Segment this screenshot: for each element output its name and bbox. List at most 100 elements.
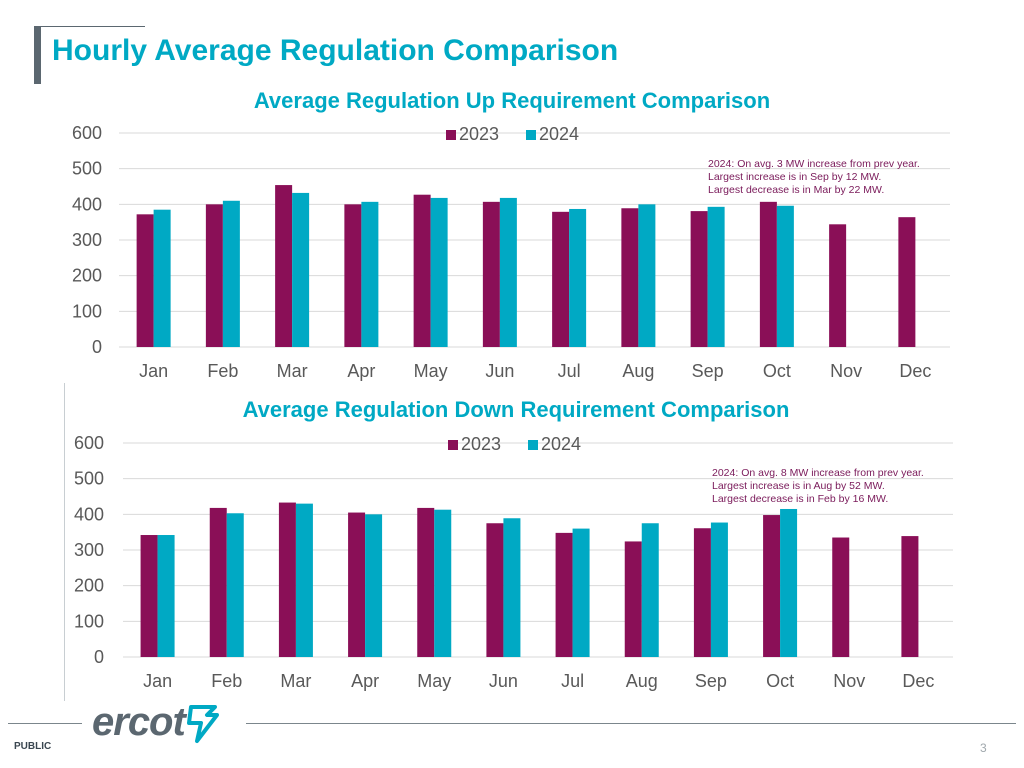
page-number: 3 (980, 741, 987, 755)
x-tick-label: Apr (351, 671, 379, 691)
annotation-line: Largest decrease is in Mar by 22 MW. (708, 184, 884, 196)
legend-label-2024: 2024 (539, 124, 579, 144)
bar-2023-jul (555, 532, 573, 657)
bar-2023-jun (482, 201, 500, 347)
bar-2023-aug (624, 541, 642, 657)
y-tick-label: 600 (72, 123, 102, 143)
bar-2024-mar (295, 503, 313, 657)
x-tick-label: Mar (280, 671, 311, 691)
bar-2023-apr (344, 204, 362, 347)
bar-2023-oct (759, 201, 777, 347)
bar-2023-apr (348, 512, 366, 657)
legend-label-2023: 2023 (461, 434, 501, 454)
x-tick-label: Mar (277, 361, 308, 381)
legend-label-2023: 2023 (459, 124, 499, 144)
annotation-line: 2024: On avg. 3 MW increase from prev ye… (708, 158, 920, 170)
x-tick-label: Nov (833, 671, 865, 691)
x-tick-label: Jul (558, 361, 581, 381)
footer-public-label: PUBLIC (14, 741, 52, 752)
bar-2024-mar (292, 192, 310, 347)
x-tick-label: Sep (695, 671, 727, 691)
y-tick-label: 0 (94, 647, 104, 667)
bar-2024-jul (569, 208, 587, 347)
x-tick-label: Dec (902, 671, 934, 691)
legend-label-2024: 2024 (541, 434, 581, 454)
legend-swatch-2024 (526, 130, 536, 140)
y-tick-label: 600 (74, 433, 104, 453)
legend-swatch-2023 (448, 440, 458, 450)
page-title: Hourly Average Regulation Comparison (52, 34, 619, 67)
y-tick-label: 100 (74, 611, 104, 631)
x-tick-label: Feb (211, 671, 242, 691)
bar-2024-jul (572, 528, 590, 657)
x-tick-label: Aug (626, 671, 658, 691)
y-tick-label: 400 (74, 504, 104, 524)
bar-2023-sep (693, 528, 711, 657)
bar-2024-jan (157, 535, 175, 657)
bar-2023-jan (136, 214, 154, 347)
bar-2024-apr (361, 201, 379, 347)
bar-2024-jun (499, 197, 517, 347)
bar-2023-dec (898, 217, 916, 347)
chart-regulation-down: Average Regulation Down Requirement Comp… (74, 397, 953, 691)
y-tick-label: 300 (74, 540, 104, 560)
bar-2023-feb (209, 507, 227, 657)
annotation-line: Largest increase is in Aug by 52 MW. (712, 480, 885, 492)
legend-swatch-2024 (528, 440, 538, 450)
bar-2024-aug (638, 204, 656, 347)
bar-2023-dec (901, 536, 919, 657)
x-tick-label: Oct (766, 671, 794, 691)
annotation-line: Largest increase is in Sep by 12 MW. (708, 171, 881, 183)
ercot-logo: ercot (92, 700, 221, 745)
bar-2023-mar (275, 185, 293, 347)
x-tick-label: Nov (830, 361, 862, 381)
bar-2024-apr (365, 514, 383, 657)
bar-2024-jan (153, 209, 171, 347)
bar-2023-jun (486, 523, 504, 657)
bar-2024-may (434, 509, 452, 657)
chart-title: Average Regulation Down Requirement Comp… (243, 397, 790, 422)
bar-2023-may (417, 507, 435, 657)
lightning-icon (186, 704, 219, 743)
x-tick-label: Feb (207, 361, 238, 381)
bar-2023-sep (690, 211, 708, 347)
x-tick-label: Apr (347, 361, 375, 381)
legend-swatch-2023 (446, 130, 456, 140)
footer-line-left (8, 723, 82, 724)
bar-2024-feb (226, 513, 244, 657)
x-tick-label: Oct (763, 361, 791, 381)
title-top-line (41, 26, 145, 27)
chart-title: Average Regulation Up Requirement Compar… (254, 88, 770, 113)
y-tick-label: 200 (72, 266, 102, 286)
bar-2024-sep (710, 522, 728, 657)
bar-2023-nov (829, 224, 847, 347)
bar-2024-feb (222, 200, 240, 347)
y-tick-label: 100 (72, 301, 102, 321)
title-accent-bar (34, 26, 41, 84)
logo-text: ercot (92, 700, 186, 744)
x-tick-label: Jun (485, 361, 514, 381)
divider-line (64, 383, 65, 701)
bar-2023-jul (552, 211, 570, 347)
bar-2024-may (430, 197, 448, 347)
bar-2023-aug (621, 208, 639, 347)
bar-2023-nov (832, 537, 850, 657)
y-tick-label: 200 (74, 576, 104, 596)
bar-2023-feb (205, 204, 223, 347)
bar-2023-jan (140, 535, 158, 657)
bar-2024-sep (707, 206, 725, 347)
annotation-line: 2024: On avg. 8 MW increase from prev ye… (712, 467, 924, 479)
x-tick-label: Jul (561, 671, 584, 691)
x-tick-label: Dec (899, 361, 931, 381)
y-tick-label: 400 (72, 194, 102, 214)
bar-2023-may (413, 194, 431, 347)
x-tick-label: Jan (139, 361, 168, 381)
x-tick-label: May (414, 361, 448, 381)
x-tick-label: Jun (489, 671, 518, 691)
y-tick-label: 500 (72, 159, 102, 179)
chart-regulation-up: Average Regulation Up Requirement Compar… (72, 88, 950, 381)
bar-2024-aug (641, 523, 659, 657)
footer-line-right (246, 723, 1016, 724)
x-tick-label: May (417, 671, 451, 691)
